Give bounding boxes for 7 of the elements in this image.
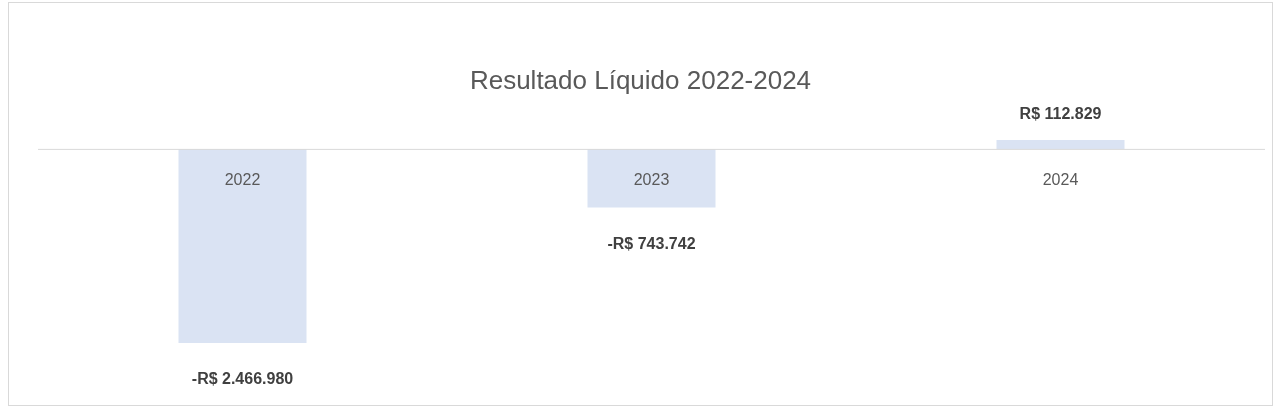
x-tick-label: 2022: [224, 171, 261, 189]
data-label: R$ 112.829: [1019, 105, 1102, 123]
data-label: -R$ 743.742: [607, 234, 696, 252]
data-label: -R$ 2.466.980: [191, 370, 294, 388]
x-tick-label: 2023: [633, 171, 670, 189]
chart-title: Resultado Líquido 2022-2024: [469, 65, 812, 96]
x-tick-label: 2024: [1042, 171, 1079, 189]
